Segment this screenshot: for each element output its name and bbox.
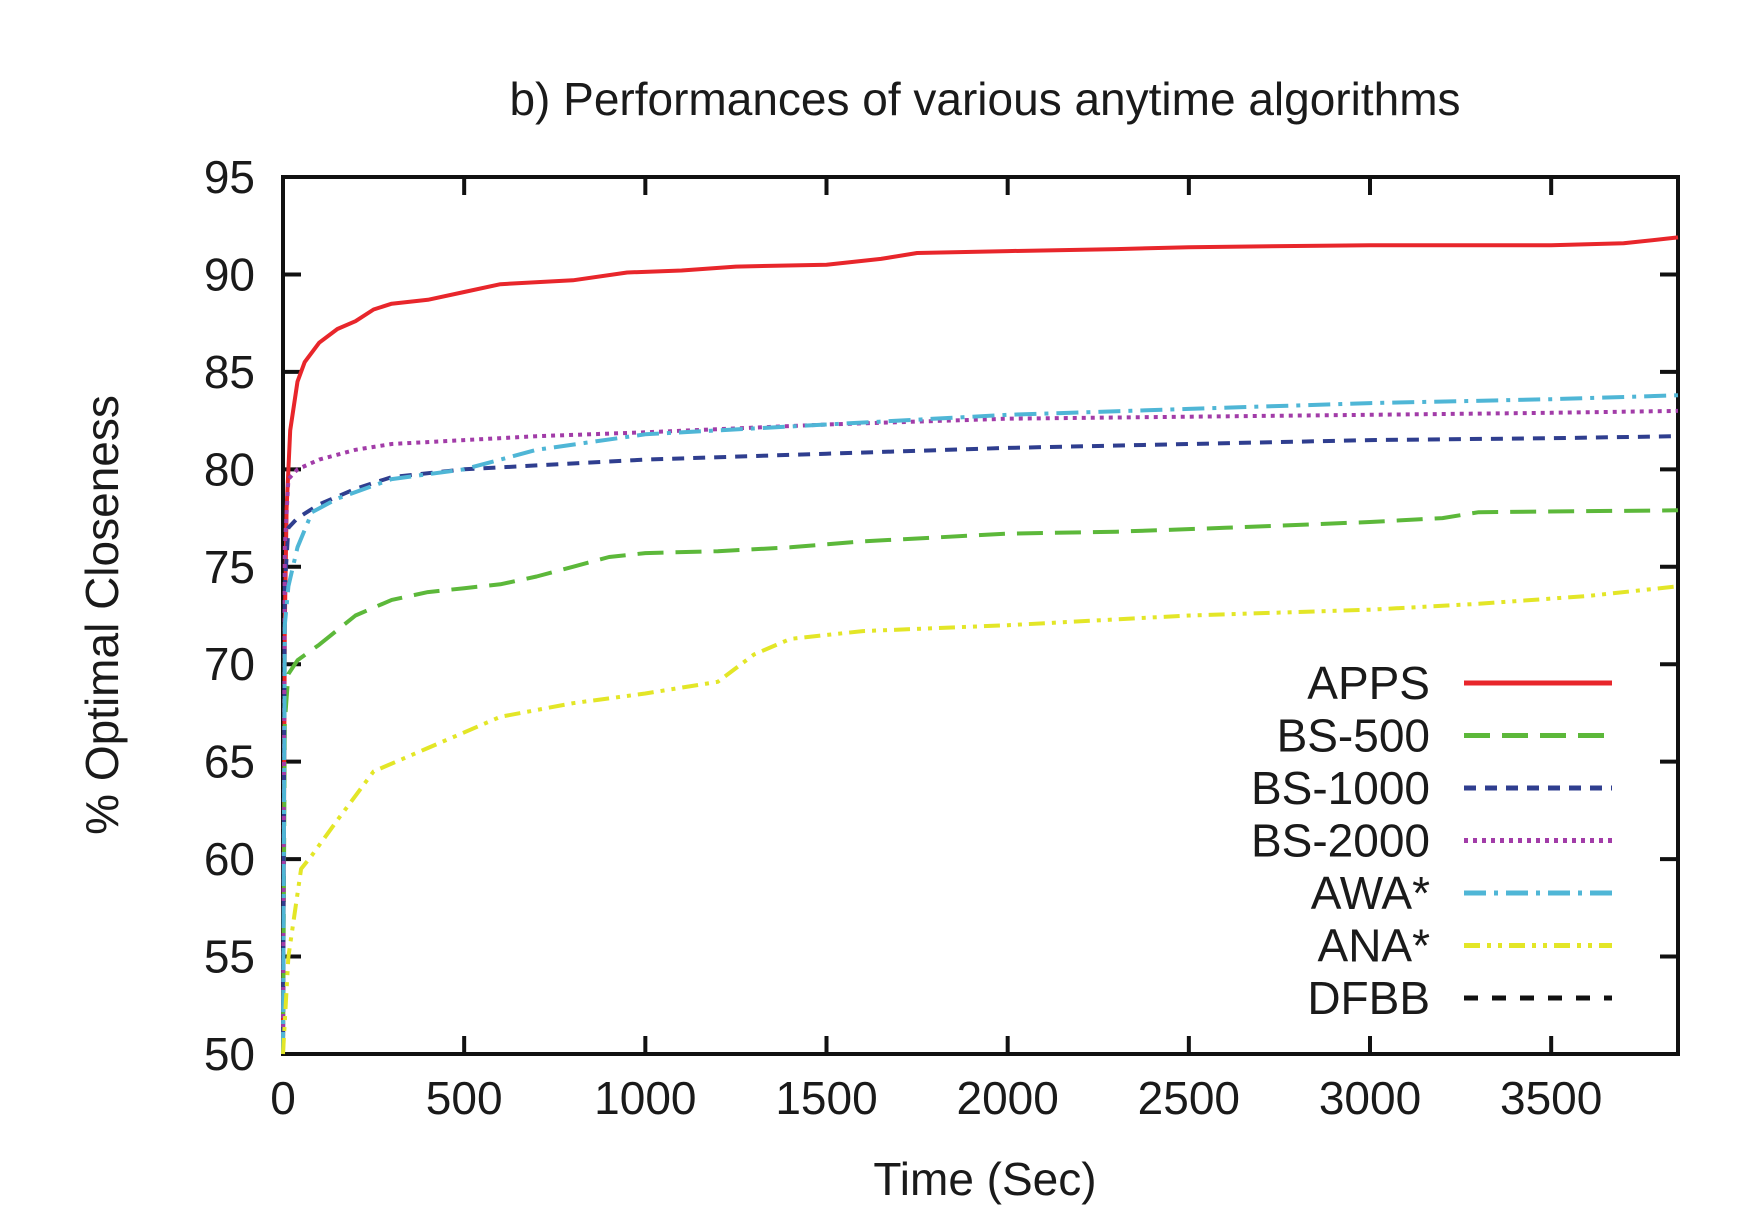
series-layer — [281, 235, 1679, 1055]
x-tick-label: 1500 — [775, 1072, 877, 1124]
x-tick-label: 0 — [270, 1072, 296, 1124]
y-tick-label: 60 — [204, 833, 255, 885]
series-line-awa- — [281, 393, 1679, 1055]
y-tick-label: 95 — [204, 151, 255, 203]
y-tick-label: 55 — [204, 931, 255, 983]
chart-title: b) Performances of various anytime algor… — [509, 73, 1460, 125]
x-axis-label: Time (Sec) — [873, 1153, 1096, 1205]
y-tick-label: 75 — [204, 541, 255, 593]
legend-label: ANA* — [1318, 920, 1431, 972]
y-tick-label: 50 — [204, 1028, 255, 1080]
legend-label: APPS — [1307, 657, 1430, 709]
y-tick-label: 70 — [204, 638, 255, 690]
legend-label: BS-2000 — [1251, 815, 1430, 867]
x-tick-label: 2500 — [1138, 1072, 1240, 1124]
legend-label: BS-1000 — [1251, 762, 1430, 814]
y-axis-label: % Optimal Closeness — [76, 395, 128, 835]
legend-label: AWA* — [1311, 867, 1430, 919]
series-line-bs-500 — [281, 508, 1679, 1055]
x-tick-label: 500 — [426, 1072, 503, 1124]
y-tick-label: 80 — [204, 443, 255, 495]
x-tick-label: 3000 — [1319, 1072, 1421, 1124]
ticks-layer — [281, 175, 1678, 1056]
series-line-ana- — [281, 584, 1679, 1055]
y-tick-label: 85 — [204, 346, 255, 398]
tick-labels-layer: 0 500 1000 1500 2000 2500 3000 3500 50 55 60 65 70 75… — [204, 151, 1603, 1124]
y-tick-label: 65 — [204, 736, 255, 788]
legend-label: BS-500 — [1277, 710, 1430, 762]
series-line-apps — [281, 235, 1679, 1055]
x-tick-label: 1000 — [594, 1072, 696, 1124]
plot-frame — [281, 175, 1680, 1056]
x-tick-label: 2000 — [957, 1072, 1059, 1124]
x-tick-label: 3500 — [1500, 1072, 1602, 1124]
series-line-bs-2000 — [281, 408, 1679, 1055]
series-line-bs-1000 — [281, 434, 1679, 1055]
y-tick-label: 90 — [204, 248, 255, 300]
legend-label: DFBB — [1307, 972, 1430, 1024]
